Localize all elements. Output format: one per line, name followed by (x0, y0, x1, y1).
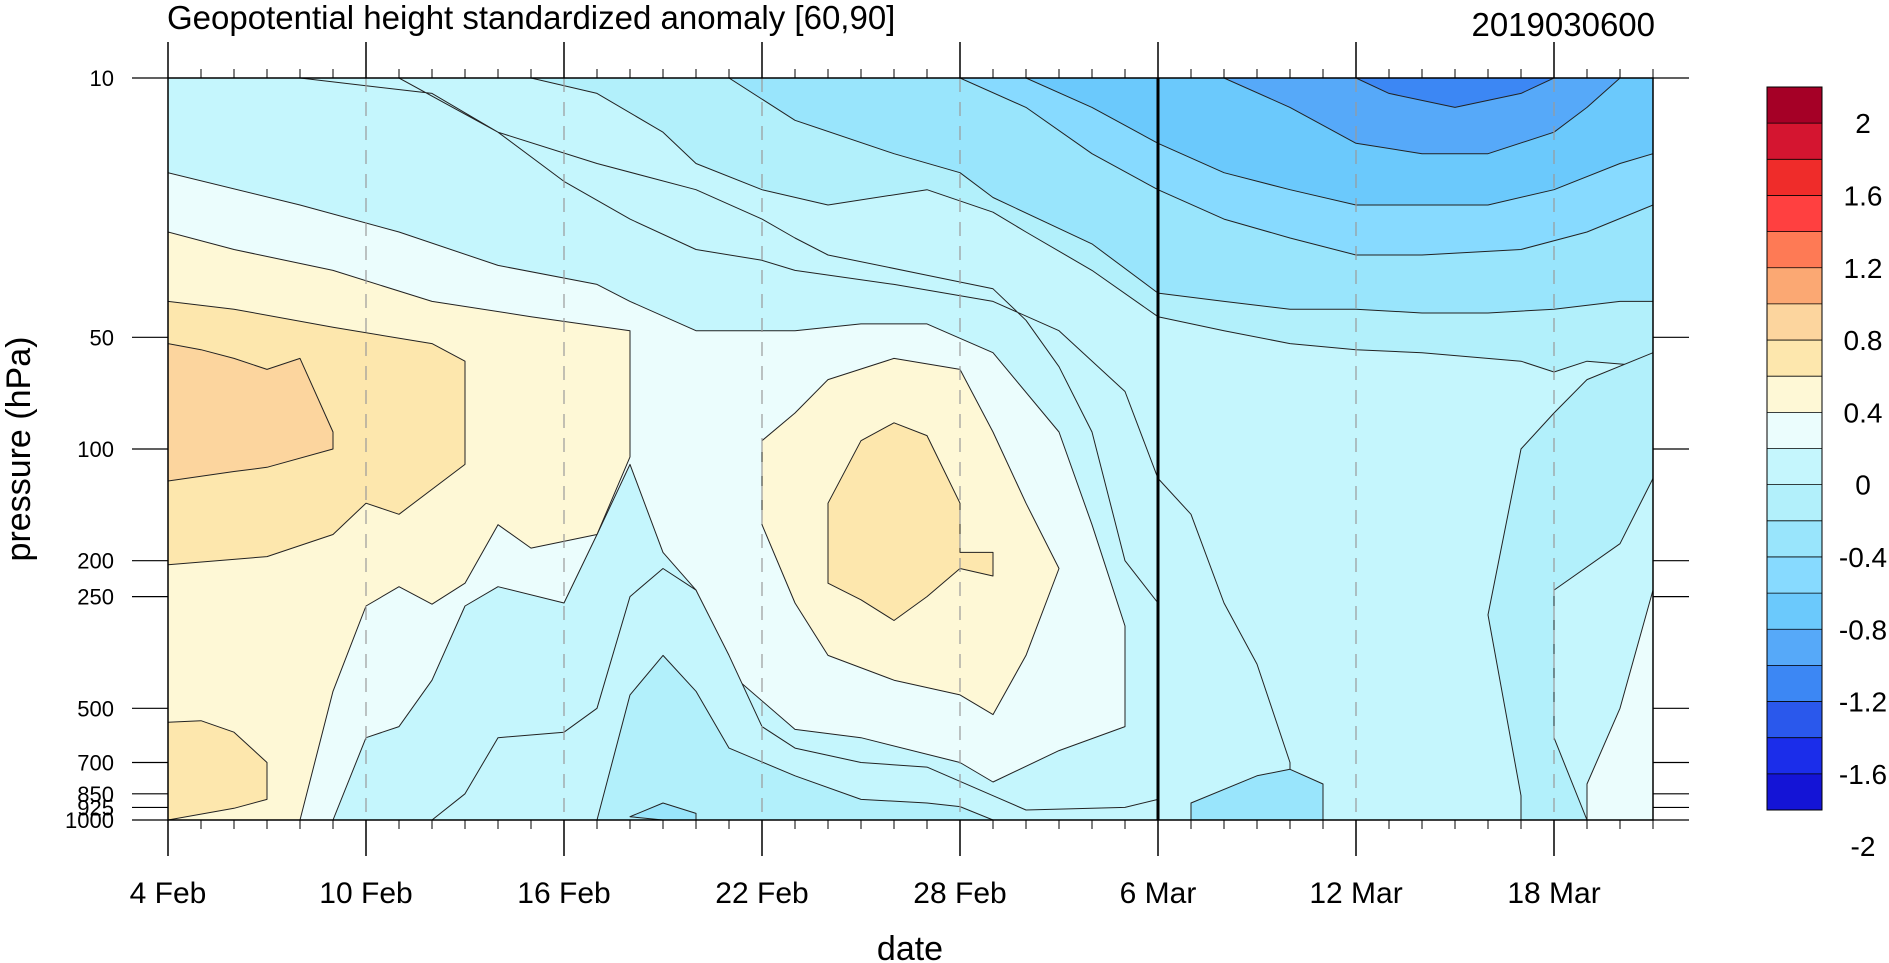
y-tick-label-3: 200 (77, 549, 114, 574)
x-axis-label: date (877, 930, 943, 963)
colorbar-swatch-14 (1767, 593, 1822, 630)
x-tick-label-7: 18 Mar (1507, 877, 1600, 910)
colorbar-swatch-15 (1767, 629, 1822, 666)
date-gridlines (365, 78, 1555, 820)
y-tick-label-8: 925 (77, 795, 114, 820)
colorbar-swatch-0 (1767, 87, 1822, 124)
x-tick-label-1: 10 Feb (319, 877, 412, 910)
colorbar-frame (1766, 86, 1823, 811)
colorbar-swatch-6 (1767, 303, 1822, 341)
colorbar-swatch-9 (1767, 412, 1822, 449)
x-tick-label-4: 28 Feb (913, 877, 1006, 910)
colorbar-label-2: 1.2 (1844, 253, 1883, 284)
contour-region-17 (1190, 768, 1324, 820)
contour-region-3 (168, 343, 334, 482)
y-tick-label-6: 700 (77, 751, 114, 776)
x-axis: 4 Feb 10 Feb 16 Feb 22 Feb 28 Feb 6 Mar 12 Mar… (130, 42, 1654, 910)
x-tick-label-0: 4 Feb (130, 877, 207, 910)
y-axis-label: pressure (hPa) (0, 337, 38, 562)
colorbar-swatch-17 (1767, 701, 1822, 739)
colorbar-label-0: 2 (1855, 108, 1871, 139)
contour-region-4 (168, 720, 268, 820)
colorbar-swatch-18 (1767, 737, 1822, 775)
chart-title: Geopotential height standardized anomaly… (167, 0, 895, 36)
colorbar-swatch-8 (1767, 376, 1822, 413)
colorbar-swatch-11 (1767, 484, 1822, 522)
x-tick-label-6: 12 Mar (1309, 877, 1402, 910)
contour-region-16 (1355, 78, 1555, 108)
plot-area (167, 77, 1654, 821)
colorbar-label-10: -2 (1851, 831, 1876, 862)
colorbar-swatch-3 (1767, 195, 1822, 233)
colorbar-swatch-7 (1767, 340, 1822, 377)
x-tick-label-5: 6 Mar (1120, 877, 1197, 910)
colorbar-swatch-5 (1767, 267, 1822, 305)
colorbar-label-7: -0.8 (1839, 614, 1887, 645)
contour-region-9 (629, 802, 697, 820)
y-tick-label-7: 850 (77, 782, 114, 807)
colorbar-label-6: -0.4 (1839, 542, 1887, 573)
colorbar-label-9: -1.6 (1839, 759, 1887, 790)
y-tick-label-5: 500 (77, 696, 114, 721)
colorbar-label-5: 0 (1855, 470, 1871, 501)
colorbar: 2 1.6 1.2 0.8 0.4 0 -0.4 -0.8 -1.2 -1.6 -2 (1766, 86, 1887, 862)
colorbar-label-8: -1.2 (1839, 687, 1887, 718)
colorbar-swatch-13 (1767, 556, 1822, 594)
colorbar-swatch-12 (1767, 520, 1822, 558)
colorbar-label-1: 1.6 (1844, 180, 1883, 211)
y-tick-label-9: 1000 (65, 808, 114, 833)
y-tick-label-4: 250 (77, 585, 114, 610)
contour-region-20 (1586, 589, 1653, 820)
chart-right-title: 2019030600 (1471, 6, 1655, 43)
colorbar-label-4: 0.4 (1844, 397, 1883, 428)
x-tick-label-3: 22 Feb (715, 877, 808, 910)
y-tick-label-2: 100 (77, 437, 114, 462)
y-tick-label-1: 50 (90, 325, 114, 350)
colorbar-label-3: 0.8 (1844, 325, 1883, 356)
x-tick-label-2: 16 Feb (517, 877, 610, 910)
colorbar-swatch-4 (1767, 231, 1822, 269)
y-tick-label-0: 10 (90, 66, 114, 91)
contour-region-8 (596, 654, 994, 820)
colorbar-swatch-2 (1767, 159, 1822, 196)
colorbar-swatch-10 (1767, 448, 1822, 486)
colorbar-swatch-19 (1767, 773, 1822, 811)
colorbar-swatch-16 (1767, 665, 1822, 703)
contour-region-15 (1223, 78, 1621, 155)
colorbar-swatch-1 (1767, 123, 1822, 160)
